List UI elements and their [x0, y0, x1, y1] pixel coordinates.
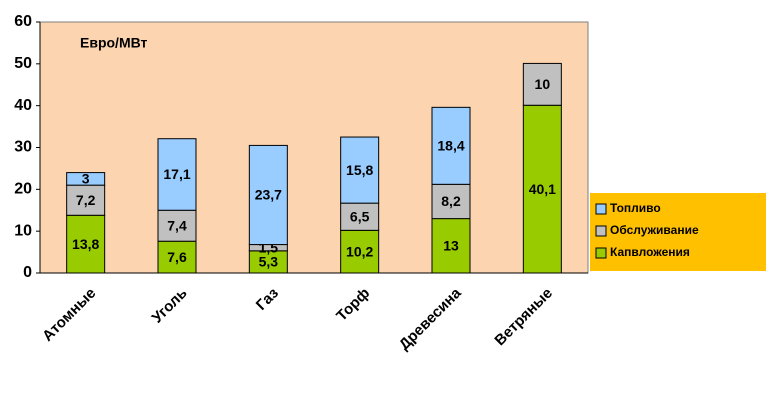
- data-label: 6,5: [350, 208, 370, 224]
- y-tick-label: 50: [14, 55, 32, 72]
- unit-annotation: Евро/МВт: [80, 35, 148, 51]
- bar-segment: [66, 184, 106, 216]
- x-tick-label: Древесина: [396, 284, 465, 353]
- y-tick-label: 0: [23, 264, 32, 281]
- x-tick-label: Ветряные: [491, 285, 556, 350]
- data-label: 15,8: [346, 162, 373, 178]
- data-label: 10,2: [346, 243, 373, 259]
- legend-label: Обслуживание: [610, 223, 699, 237]
- data-label: 13,8: [72, 236, 99, 252]
- bar-segment: [431, 183, 471, 220]
- legend-label: Топливо: [610, 201, 661, 215]
- bar-segment: [431, 218, 471, 274]
- plot-area: [39, 21, 589, 274]
- data-label: 7,2: [76, 192, 96, 208]
- legend-swatch: [595, 247, 607, 259]
- data-label: 23,7: [255, 187, 282, 203]
- data-label: 8,2: [441, 193, 461, 209]
- data-label: 40,1: [529, 181, 556, 197]
- data-label: 5,3: [259, 254, 279, 270]
- x-tick-label: Атомные: [39, 285, 99, 345]
- bar-segment: [66, 172, 106, 186]
- legend-swatch: [595, 203, 607, 215]
- x-tick-label: Газ: [253, 285, 282, 314]
- y-tick-label: 30: [14, 139, 32, 156]
- x-tick-label: Торф: [333, 285, 373, 325]
- y-tick-label: 10: [14, 222, 32, 239]
- bar-segment: [340, 202, 380, 231]
- data-label: 7,4: [167, 217, 187, 233]
- data-label: 7,6: [167, 249, 187, 265]
- data-label: 3: [82, 171, 90, 187]
- legend-label: Капвложения: [610, 245, 690, 259]
- y-tick-label: 40: [14, 97, 32, 114]
- bar-segment: [157, 138, 197, 211]
- bar-segment: [431, 106, 471, 185]
- data-label: 10: [535, 76, 551, 92]
- legend-box: [590, 193, 766, 271]
- bar-segment: [522, 62, 562, 106]
- x-tick-label: Уголь: [149, 285, 191, 327]
- data-label: 17,1: [163, 166, 190, 182]
- y-tick-label: 20: [14, 181, 32, 198]
- bar-segment: [248, 144, 288, 246]
- bar-segment: [340, 229, 380, 274]
- data-label: 13: [443, 238, 459, 254]
- y-tick-label: 60: [14, 13, 32, 30]
- legend-swatch: [595, 225, 607, 237]
- data-label: 18,4: [437, 138, 464, 154]
- bar-segment: [340, 136, 380, 204]
- bar-segment: [522, 104, 562, 274]
